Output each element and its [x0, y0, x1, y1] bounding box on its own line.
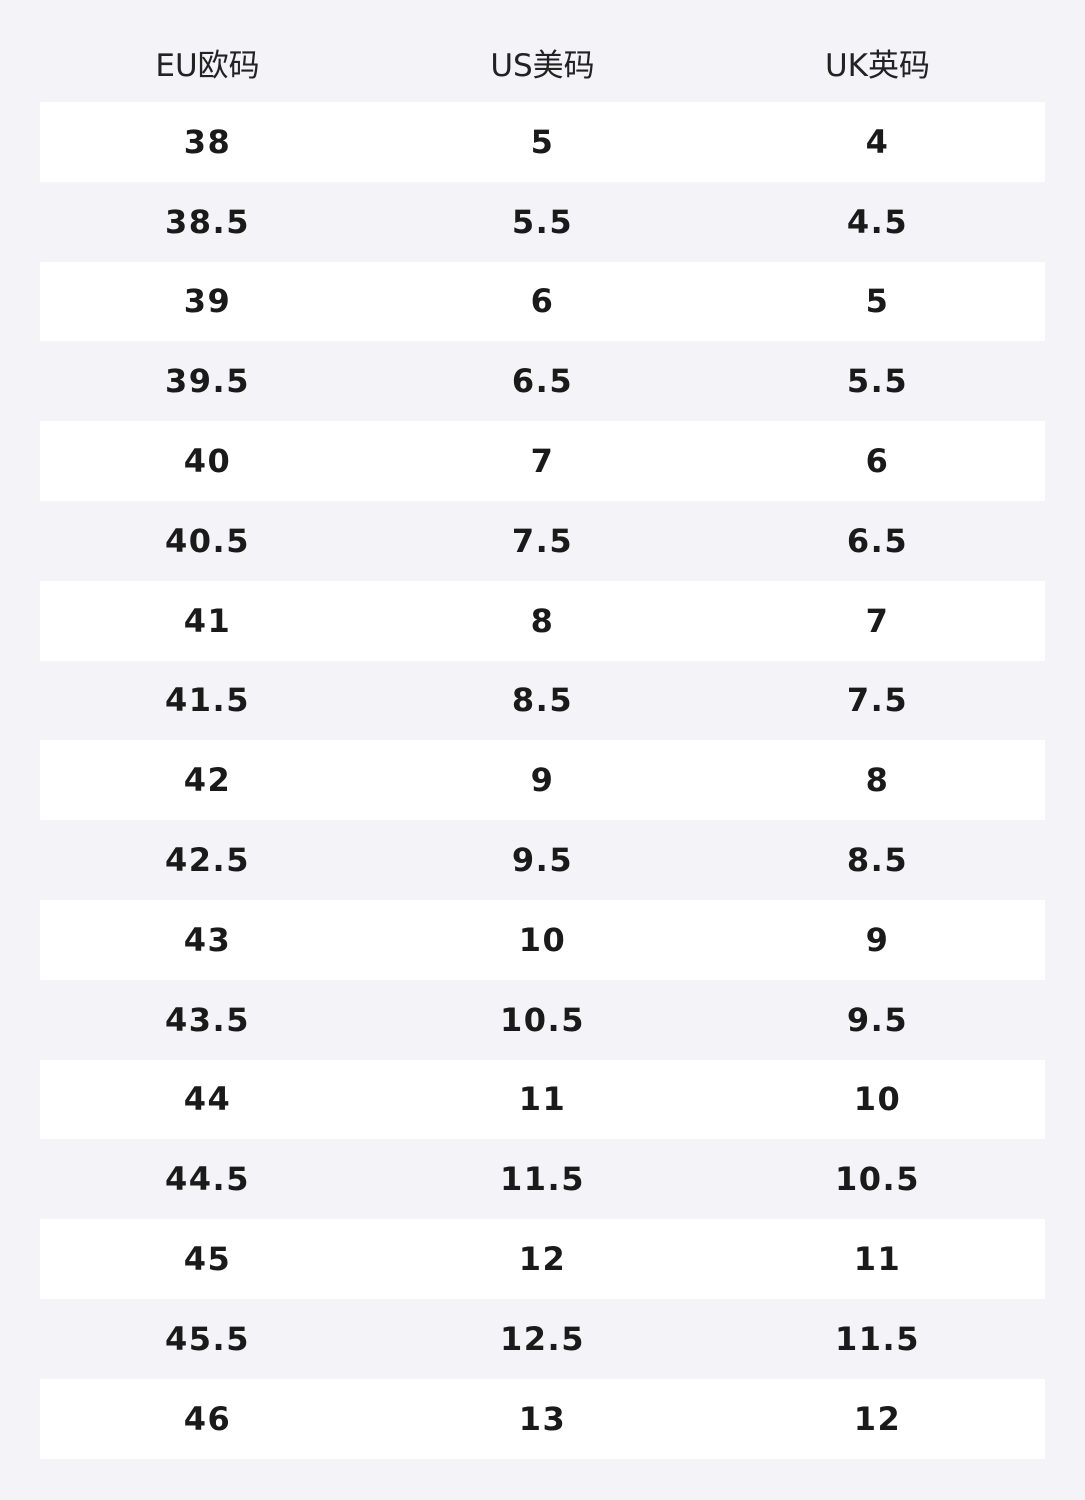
table-cell: 6 — [530, 282, 555, 321]
table-cell: 9 — [530, 761, 555, 800]
table-cell: 44.5 — [165, 1160, 250, 1199]
table-cell: 42 — [183, 761, 232, 800]
table-cell: 39 — [183, 282, 232, 321]
table-cell: 10.5 — [500, 1000, 585, 1039]
table-cell: 6.5 — [511, 362, 574, 401]
table-row: 38.5 5.5 4.5 — [40, 182, 1045, 262]
table-row: 39 6 5 — [40, 261, 1045, 342]
table-cell: 43.5 — [165, 1000, 250, 1039]
table-cell: 41 — [183, 601, 232, 640]
table-row: 41 8 7 — [40, 580, 1045, 661]
table-cell: 8 — [865, 761, 890, 800]
table-cell: 11 — [518, 1080, 567, 1119]
table-cell: 43 — [183, 920, 232, 959]
table-row: 38 5 4 — [40, 102, 1045, 182]
header-cell: EU欧码 — [155, 47, 260, 84]
table-cell: 7 — [865, 601, 890, 640]
table-row: 40 7 6 — [40, 421, 1045, 501]
table-cell: 13 — [518, 1399, 567, 1438]
table-cell: 41.5 — [165, 681, 250, 720]
size-table: EU欧码 US美码 UK英码 38 5 4 38.5 5.5 4.5 39 6 5 39.5 6.5 5.5… — [40, 22, 1045, 1459]
table-cell: 6.5 — [846, 521, 909, 560]
header-cell: UK英码 — [824, 47, 931, 84]
table-cell: 8.5 — [511, 681, 574, 720]
table-cell: 10 — [853, 1080, 902, 1119]
table-row: 44.5 11.5 10.5 — [40, 1139, 1045, 1219]
table-cell: 10.5 — [835, 1160, 920, 1199]
table-row: 43.5 10.5 9.5 — [40, 980, 1045, 1060]
table-row: 45 12 11 — [40, 1219, 1045, 1299]
table-cell: 6 — [865, 442, 890, 481]
table-cell: 8.5 — [846, 841, 909, 880]
table-cell: 5 — [865, 282, 890, 321]
table-cell: 40.5 — [165, 521, 250, 560]
table-cell: 46 — [183, 1399, 232, 1438]
table-cell: 7 — [530, 442, 555, 481]
table-cell: 11 — [853, 1240, 902, 1279]
header-cell: US美码 — [490, 47, 595, 84]
table-row: 39.5 6.5 5.5 — [40, 341, 1045, 421]
table-cell: 42.5 — [165, 841, 250, 880]
table-row: 42 9 8 — [40, 740, 1045, 821]
table-cell: 12 — [518, 1240, 567, 1279]
table-cell: 9.5 — [511, 841, 574, 880]
table-row: 41.5 8.5 7.5 — [40, 661, 1045, 741]
table-cell: 5.5 — [846, 362, 909, 401]
table-row: 46 13 12 — [40, 1378, 1045, 1459]
table-row: 42.5 9.5 8.5 — [40, 820, 1045, 900]
table-row: 40.5 7.5 6.5 — [40, 501, 1045, 581]
table-cell: 5.5 — [511, 202, 574, 241]
table-cell: 7.5 — [511, 521, 574, 560]
table-cell: 5 — [530, 122, 555, 161]
table-cell: 45 — [183, 1240, 232, 1279]
table-cell: 38.5 — [165, 202, 250, 241]
table-cell: 45.5 — [165, 1319, 250, 1358]
table-cell: 39.5 — [165, 362, 250, 401]
table-row: 43 10 9 — [40, 899, 1045, 980]
table-cell: 9.5 — [846, 1000, 909, 1039]
table-row: 44 11 10 — [40, 1059, 1045, 1140]
table-cell: 4 — [865, 122, 890, 161]
table-cell: 11.5 — [500, 1160, 585, 1199]
table-cell: 38 — [183, 122, 232, 161]
table-cell: 9 — [865, 920, 890, 959]
table-row: 45.5 12.5 11.5 — [40, 1299, 1045, 1379]
header-row: EU欧码 US美码 UK英码 — [40, 22, 1045, 102]
table-cell: 12 — [853, 1399, 902, 1438]
table-cell: 8 — [530, 601, 555, 640]
table-cell: 44 — [183, 1080, 232, 1119]
table-cell: 4.5 — [846, 202, 909, 241]
table-cell: 7.5 — [846, 681, 909, 720]
table-cell: 40 — [183, 442, 232, 481]
table-cell: 10 — [518, 920, 567, 959]
table-cell: 12.5 — [500, 1319, 585, 1358]
table-cell: 11.5 — [835, 1319, 920, 1358]
